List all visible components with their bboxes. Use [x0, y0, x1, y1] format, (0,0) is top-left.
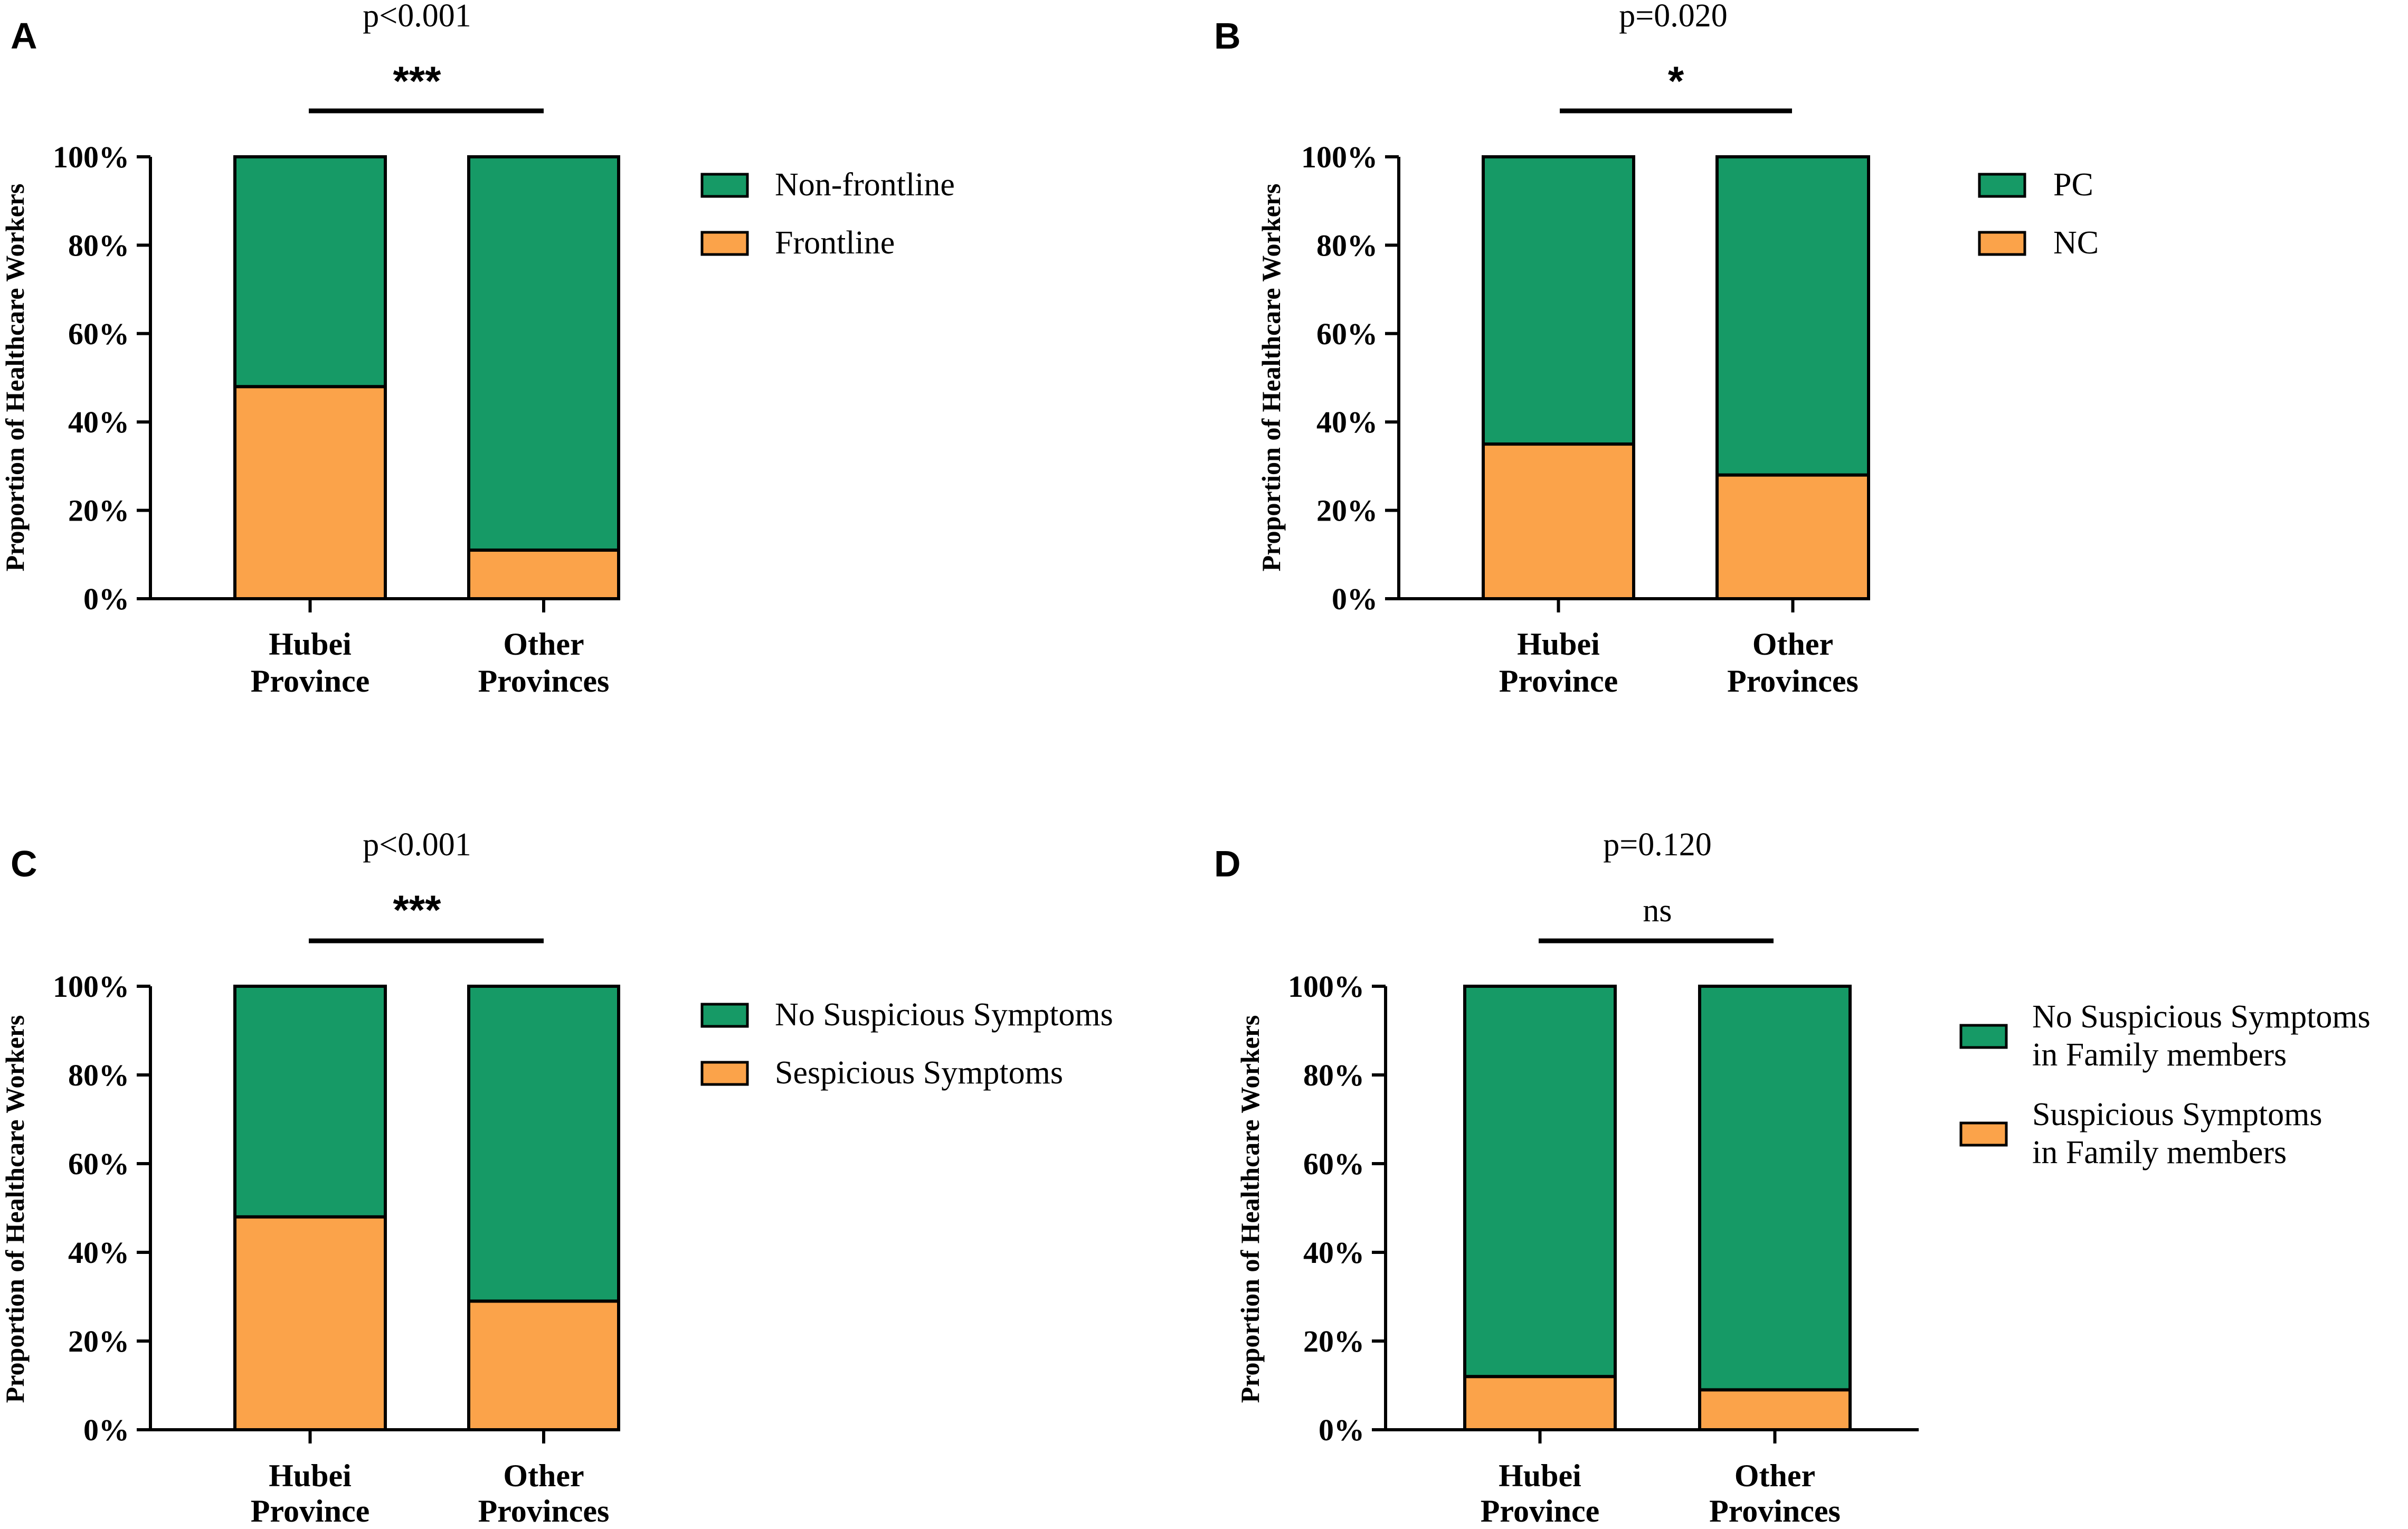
y-axis-title: Proportion of Healthcare Workers	[1235, 1015, 1265, 1403]
legend-swatch-orange	[700, 1061, 749, 1086]
bar-other-green	[1698, 985, 1852, 1392]
legend-label: Suspicious Symptoms	[2032, 1097, 2322, 1132]
category-label: Other	[503, 1458, 584, 1493]
panel-label: B	[1214, 15, 1241, 56]
bar-hubei-orange	[233, 1215, 387, 1432]
panel-label: C	[11, 843, 37, 884]
legend-swatch-orange	[1959, 1121, 2008, 1147]
y-tick-label: 60%	[68, 317, 129, 351]
y-tick-label: 40%	[1316, 405, 1378, 439]
significance-marker: ***	[393, 58, 441, 104]
category-label: Provinces	[478, 1494, 610, 1528]
bar-hubei-orange	[233, 385, 387, 600]
legend-label: No Suspicious Symptoms	[2032, 999, 2371, 1035]
y-tick-label: 40%	[68, 405, 129, 439]
y-tick-label: 0%	[1332, 582, 1378, 616]
p-value: p<0.001	[363, 827, 471, 863]
y-tick-label: 80%	[1303, 1058, 1364, 1092]
y-tick-label: 40%	[1303, 1235, 1364, 1270]
bar-other-orange	[1698, 1388, 1852, 1431]
category-label: Other	[1734, 1458, 1815, 1493]
y-tick-label: 0%	[1319, 1413, 1364, 1447]
legend-swatch-green	[700, 1003, 749, 1028]
y-tick-label: 0%	[83, 582, 129, 616]
bar-hubei-green	[233, 155, 387, 389]
bar-other-green	[467, 155, 620, 552]
bar-hubei-green	[1482, 155, 1635, 446]
p-value: p=0.020	[1619, 0, 1727, 34]
legend-label: in Family members	[2032, 1135, 2287, 1171]
legend-swatch-green	[1978, 173, 2026, 198]
y-tick-label: 20%	[1303, 1324, 1364, 1358]
legend-label: NC	[2053, 225, 2099, 261]
y-axis-title: Proportion of Healthcare Workers	[0, 1015, 30, 1403]
y-tick-label: 20%	[1316, 494, 1378, 528]
y-axis-title: Proportion of Healthcare Workers	[0, 184, 30, 572]
y-tick-label: 60%	[1303, 1147, 1364, 1181]
y-tick-label: 100%	[1301, 140, 1378, 174]
category-label: Hubei	[269, 1458, 352, 1493]
category-label: Other	[503, 627, 584, 662]
y-tick-label: 100%	[53, 969, 129, 1004]
y-tick-label: 80%	[1316, 228, 1378, 262]
category-label: Province	[1499, 664, 1618, 699]
significance-marker: ns	[1643, 893, 1672, 929]
category-label: Provinces	[1709, 1494, 1841, 1528]
category-label: Other	[1752, 627, 1833, 662]
category-label: Province	[251, 1494, 370, 1528]
legend-label: Sespicious Symptoms	[775, 1055, 1063, 1091]
bar-other-green	[467, 985, 620, 1303]
bar-other-orange	[467, 548, 620, 601]
category-label: Province	[1481, 1494, 1600, 1528]
category-label: Hubei	[1517, 627, 1600, 662]
legend-label: No Suspicious Symptoms	[775, 997, 1113, 1033]
legend-label: Frontline	[775, 225, 895, 261]
legend-label: Non-frontline	[775, 167, 955, 203]
legend-swatch-orange	[700, 231, 749, 256]
y-tick-label: 100%	[53, 140, 129, 174]
bar-other-orange	[1715, 473, 1870, 601]
y-tick-label: 80%	[68, 1058, 129, 1092]
category-label: Provinces	[478, 664, 610, 699]
p-value: p<0.001	[363, 0, 471, 34]
y-tick-label: 0%	[83, 1413, 129, 1447]
bar-hubei-orange	[1463, 1375, 1617, 1431]
legend-label: in Family members	[2032, 1037, 2287, 1073]
bar-hubei-green	[1463, 985, 1617, 1379]
panel-label: A	[11, 15, 37, 56]
bar-other-orange	[467, 1299, 620, 1431]
y-axis-title: Proportion of Healthcare Workers	[1256, 184, 1286, 572]
category-label: Hubei	[269, 627, 352, 662]
bar-hubei-orange	[1482, 442, 1635, 600]
y-tick-label: 40%	[68, 1235, 129, 1270]
category-label: Provinces	[1727, 664, 1859, 699]
p-value: p=0.120	[1603, 827, 1711, 863]
panel-label: D	[1214, 843, 1241, 884]
category-label: Hubei	[1499, 1458, 1581, 1493]
y-tick-label: 20%	[68, 494, 129, 528]
y-tick-label: 100%	[1288, 969, 1364, 1004]
category-label: Province	[251, 664, 370, 699]
y-tick-label: 60%	[1316, 317, 1378, 351]
legend-swatch-green	[700, 173, 749, 198]
legend-swatch-green	[1959, 1024, 2008, 1049]
legend-swatch-orange	[1978, 231, 2026, 256]
y-tick-label: 60%	[68, 1147, 129, 1181]
y-tick-label: 80%	[68, 228, 129, 262]
bar-hubei-green	[233, 985, 387, 1219]
significance-marker: ***	[393, 886, 441, 933]
legend-label: PC	[2053, 167, 2093, 203]
y-tick-label: 20%	[68, 1324, 129, 1358]
significance-marker: *	[1668, 58, 1684, 104]
bar-other-green	[1715, 155, 1870, 477]
